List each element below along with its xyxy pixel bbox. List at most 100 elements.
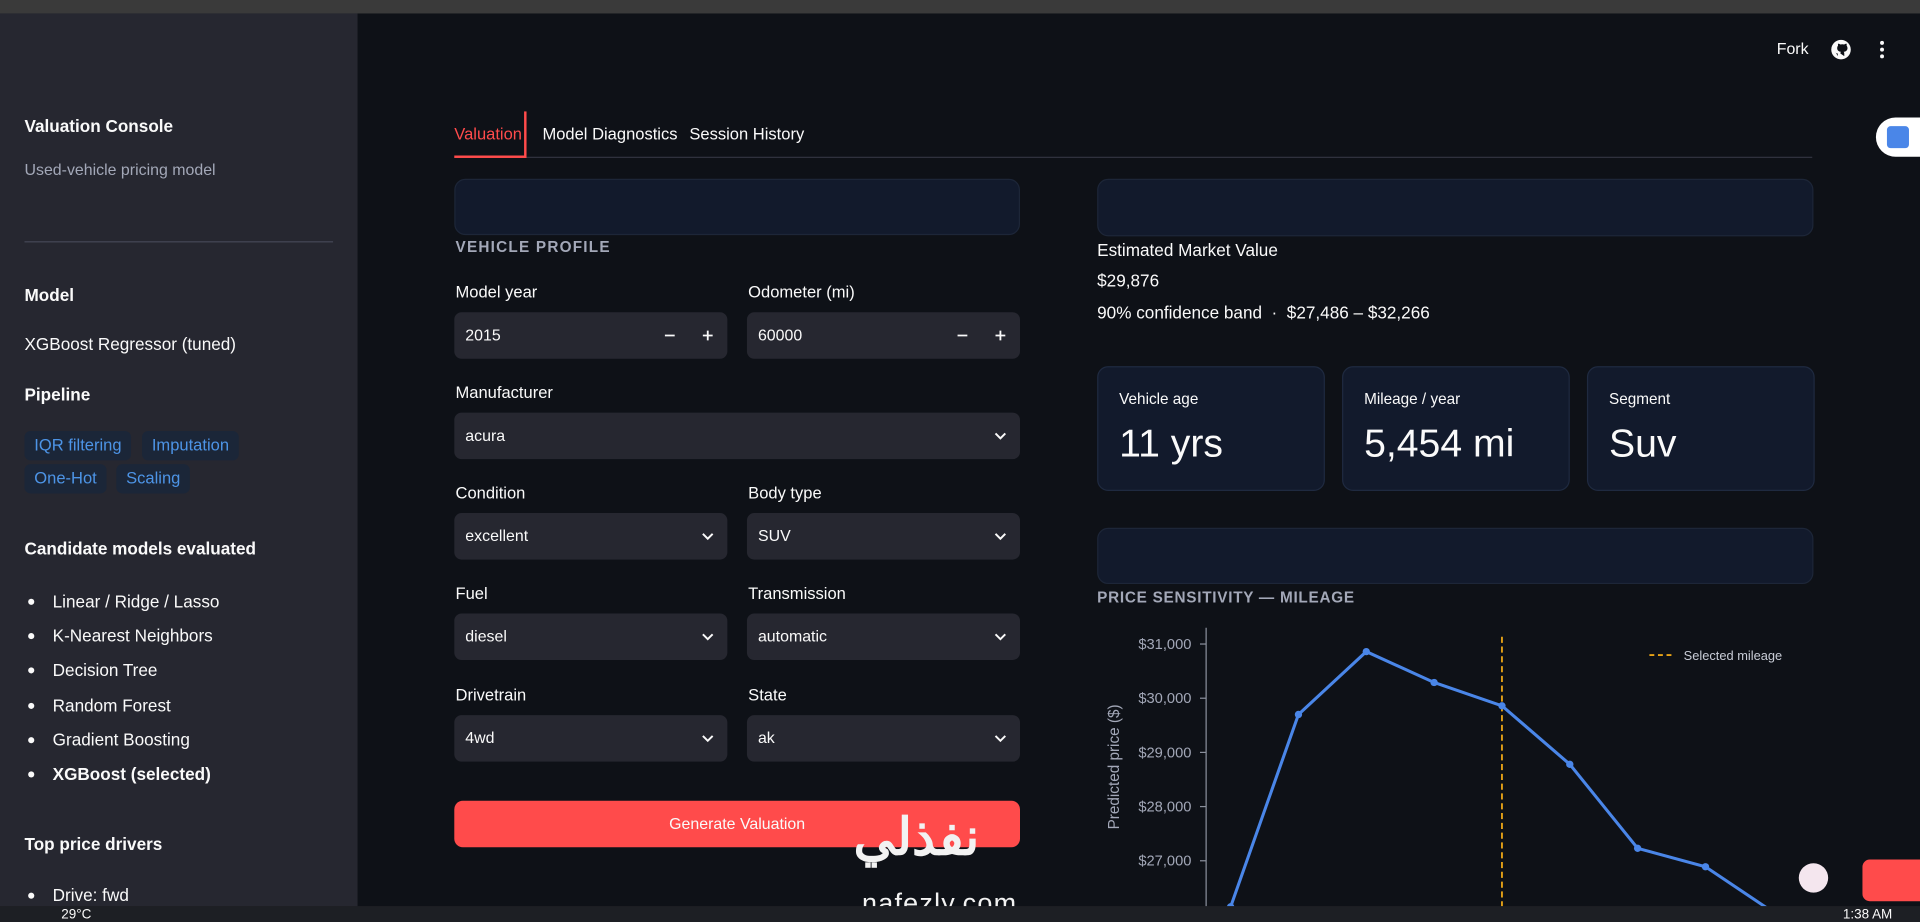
field-label: Body type (748, 483, 822, 503)
fork-button[interactable]: Fork (1776, 39, 1809, 58)
tab[interactable]: Model Diagnostics (542, 124, 678, 144)
bullet (28, 702, 35, 709)
tab[interactable]: Session History (689, 124, 805, 144)
generate-button[interactable] (454, 800, 1021, 848)
field-value: automatic (757, 626, 827, 646)
y-tick-label: $30,000 (1138, 691, 1191, 707)
field-value: ak (757, 728, 775, 747)
point (1294, 710, 1303, 719)
dropdown-chevron[interactable] (700, 629, 715, 644)
divider (24, 241, 334, 243)
bullet (28, 771, 35, 778)
select-input[interactable] (746, 613, 1021, 660)
watermark: نفذلي (853, 808, 980, 866)
github-icon[interactable] (1831, 39, 1852, 60)
weather: 29°C (61, 907, 92, 922)
tab[interactable]: Valuation (454, 124, 522, 144)
bullet (28, 598, 35, 605)
number-input[interactable] (454, 312, 728, 359)
metric-label: Mileage / year (1364, 390, 1461, 408)
panel-header (1097, 178, 1814, 237)
bullet (28, 892, 35, 899)
select-input[interactable] (746, 715, 1021, 762)
panel-header (454, 178, 1021, 236)
field-label: Transmission (748, 584, 846, 603)
translate-icon[interactable] (1875, 117, 1920, 157)
list-item: Decision Tree (52, 660, 158, 681)
field-label: Drivetrain (455, 685, 527, 705)
dropdown-chevron[interactable] (993, 731, 1008, 746)
y-tick-label: $29,000 (1138, 745, 1191, 761)
point (1430, 678, 1438, 687)
field-value: diesel (465, 626, 507, 646)
list-item: XGBoost (selected) (52, 764, 211, 784)
dropdown-chevron[interactable] (993, 529, 1008, 544)
heading: Candidate models evaluated (24, 538, 256, 559)
metric-label: Vehicle age (1119, 390, 1199, 408)
point (1701, 863, 1710, 871)
number-input[interactable] (746, 312, 1021, 359)
select-input[interactable] (454, 412, 1021, 460)
y-tick-label: $27,000 (1138, 854, 1191, 870)
floating-icon[interactable] (1798, 863, 1829, 893)
field-value: 2015 (465, 325, 501, 345)
select-input[interactable] (454, 613, 728, 660)
list-item: Drive: fwd (52, 885, 129, 905)
tab-rule (454, 156, 1813, 158)
metric-label: Segment (1608, 390, 1671, 408)
field-label: Manufacturer (455, 383, 553, 402)
metric-card (1586, 366, 1815, 492)
heading: Top price drivers (24, 833, 163, 854)
field-value: excellent (465, 526, 529, 545)
bullet (28, 633, 35, 640)
dropdown-chevron[interactable] (700, 529, 715, 544)
field-label: Model year (455, 282, 538, 302)
button-label: Generate Valuation (669, 814, 806, 833)
menu-icon[interactable] (1877, 39, 1887, 60)
increment[interactable] (700, 328, 715, 343)
panel-header (1097, 527, 1814, 585)
bullet (28, 667, 35, 674)
confidence-band: 90% confidence band · $27,486 – $32,266 (1097, 302, 1430, 323)
dropdown-chevron[interactable] (993, 629, 1008, 644)
tag: One-Hot (24, 464, 107, 494)
legend-label: Selected mileage (1684, 648, 1783, 663)
increment[interactable] (993, 328, 1008, 343)
sidebar-title: Valuation Console (24, 116, 174, 136)
chart: $27,000 $28,000 $29,000 $30,000 $31,000 Predi… (1106, 627, 1783, 922)
tag: Scaling (116, 464, 191, 494)
metric-card (1342, 366, 1570, 492)
point (1566, 760, 1574, 768)
select-input[interactable] (454, 715, 728, 762)
dropdown-chevron[interactable] (993, 429, 1008, 444)
valuation-label: Estimated Market Value (1097, 239, 1278, 260)
floating-button[interactable] (1862, 859, 1920, 902)
y-tick-label: $31,000 (1138, 637, 1191, 653)
bullet (28, 736, 35, 743)
field-label: Odometer (mi) (748, 282, 855, 302)
tab-indicator (524, 111, 527, 158)
select-input[interactable] (454, 513, 728, 560)
decrement[interactable] (955, 328, 970, 343)
field-label: State (748, 685, 787, 705)
metric-value: 5,454 mi (1364, 421, 1515, 466)
field-value: 4wd (465, 728, 495, 747)
metric-card (1097, 366, 1325, 492)
field-label: Condition (455, 483, 526, 503)
list-item: K-Nearest Neighbors (52, 625, 213, 646)
field-value: acura (465, 426, 506, 445)
point (1498, 702, 1506, 710)
clock: 1:38 AM (1842, 907, 1893, 922)
dropdown-chevron[interactable] (700, 731, 715, 746)
heading: Model (24, 285, 75, 305)
browser-bar (0, 0, 1920, 14)
chart-title: PRICE SENSITIVITY — MILEAGE (1097, 588, 1355, 607)
field-value: 60000 (757, 325, 803, 345)
taskbar (0, 906, 1920, 922)
field-label: Fuel (455, 584, 488, 603)
decrement[interactable] (662, 328, 677, 343)
select-input[interactable] (746, 513, 1021, 560)
field-value: SUV (757, 526, 791, 545)
